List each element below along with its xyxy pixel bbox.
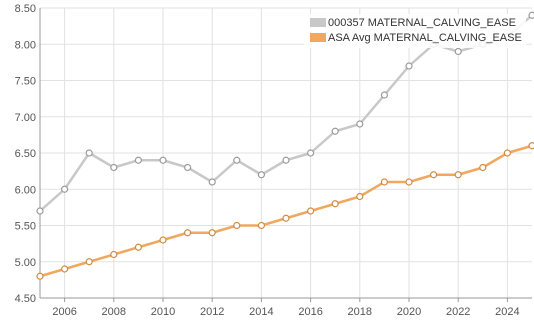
x-tick-label: 2016 <box>298 306 322 318</box>
data-point-0[interactable] <box>60 185 69 193</box>
y-tick-label: 7.50 <box>15 76 36 88</box>
data-point-1[interactable] <box>528 142 534 150</box>
data-point-1[interactable] <box>110 250 118 259</box>
data-point-0[interactable] <box>331 127 339 135</box>
y-tick-label: 7.00 <box>15 112 36 124</box>
data-point-1[interactable] <box>282 214 290 222</box>
series-group <box>36 11 534 280</box>
legend[interactable]: 000357 MATERNAL_CALVING_EASE ASA Avg MAT… <box>304 14 526 48</box>
data-point-1[interactable] <box>134 243 142 251</box>
data-point-0[interactable] <box>184 163 192 172</box>
data-point-0[interactable] <box>257 171 265 179</box>
data-point-1[interactable] <box>430 171 438 179</box>
data-point-1[interactable] <box>479 163 487 172</box>
y-tick-label: 4.50 <box>15 293 36 305</box>
data-point-1[interactable] <box>233 221 241 230</box>
data-point-1[interactable] <box>331 200 339 208</box>
data-point-1[interactable] <box>60 265 69 273</box>
data-point-1[interactable] <box>159 236 167 244</box>
x-tick-label: 2010 <box>151 306 175 318</box>
data-point-0[interactable] <box>159 156 167 164</box>
y-tick-label: 6.00 <box>15 184 36 196</box>
legend-box <box>304 14 526 48</box>
data-point-0[interactable] <box>307 149 315 157</box>
y-tick-label: 5.50 <box>15 221 36 233</box>
x-tick-label: 2006 <box>52 306 76 318</box>
legend-swatch-0 <box>310 18 326 27</box>
data-point-1[interactable] <box>503 149 511 157</box>
data-point-1[interactable] <box>208 229 216 237</box>
data-point-0[interactable] <box>233 156 241 164</box>
data-point-0[interactable] <box>356 120 364 128</box>
x-tick-label: 2020 <box>397 306 421 318</box>
y-tick-label: 5.00 <box>15 257 36 269</box>
data-point-1[interactable] <box>380 178 388 186</box>
legend-swatch-1 <box>310 33 326 42</box>
data-point-0[interactable] <box>405 62 413 70</box>
x-tick-label: 2018 <box>348 306 372 318</box>
data-point-1[interactable] <box>257 221 265 230</box>
data-point-1[interactable] <box>36 272 44 280</box>
data-point-0[interactable] <box>282 156 290 164</box>
data-point-0[interactable] <box>134 156 142 164</box>
x-tick-label: 2014 <box>249 306 273 318</box>
x-tick-label: 2008 <box>102 306 126 318</box>
legend-label-1[interactable]: ASA Avg MATERNAL_CALVING_EASE <box>328 32 522 44</box>
data-point-0[interactable] <box>208 178 216 186</box>
y-tick-label: 6.50 <box>15 148 36 160</box>
data-point-1[interactable] <box>405 178 413 186</box>
y-axis: 4.50 5.00 5.50 6.00 6.50 7.00 7.50 8.00 8.50 <box>15 3 41 305</box>
data-point-1[interactable] <box>184 229 192 237</box>
x-tick-label: 2022 <box>446 306 470 318</box>
data-point-1[interactable] <box>454 171 462 179</box>
y-tick-label: 8.00 <box>15 39 36 51</box>
data-point-0[interactable] <box>36 207 44 215</box>
x-tick-label: 2024 <box>495 306 519 318</box>
data-point-0[interactable] <box>528 11 534 19</box>
y-tick-label: 8.50 <box>15 3 36 15</box>
data-point-0[interactable] <box>110 163 118 172</box>
x-tick-label: 2012 <box>200 306 224 318</box>
data-point-0[interactable] <box>85 149 93 157</box>
data-point-0[interactable] <box>454 47 462 56</box>
data-point-1[interactable] <box>356 192 364 201</box>
data-point-1[interactable] <box>85 258 93 266</box>
data-point-1[interactable] <box>307 207 315 215</box>
data-point-0[interactable] <box>380 91 388 99</box>
legend-label-0[interactable]: 000357 MATERNAL_CALVING_EASE <box>328 17 516 29</box>
x-axis: 2006 2008 2010 2012 2014 2016 2018 2020 2022 2024 <box>40 297 532 318</box>
